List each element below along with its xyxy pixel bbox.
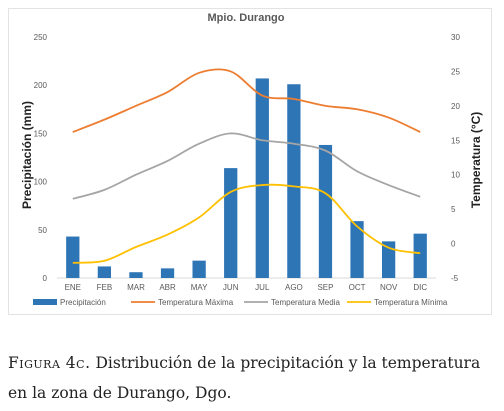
precipitation-bar <box>287 84 301 279</box>
x-tick-label: FEB <box>97 283 113 292</box>
precipitation-bar <box>224 168 238 278</box>
y2-tick-label: 30 <box>451 33 460 42</box>
y2-tick-label: -5 <box>451 274 459 283</box>
legend-temp-max-label: Temperatura Máxima <box>158 298 234 307</box>
y-tick-label: 0 <box>43 274 48 283</box>
legend-temp-min-label: Temperatura Mínima <box>374 298 448 307</box>
x-tick-label: AGO <box>285 283 303 292</box>
x-tick-label: OCT <box>349 283 366 292</box>
y-axis-label: Precipitación (mm) <box>20 101 34 209</box>
caption-text: Distribución de la precipitación y la te… <box>8 354 481 402</box>
x-tick-label: JUL <box>255 283 270 292</box>
y2-tick-label: 0 <box>451 240 456 249</box>
legend: Precipitación Temperatura Máxima Temperatu… <box>33 298 448 307</box>
precipitation-bar <box>318 144 333 278</box>
legend-precipitation-swatch <box>33 299 57 305</box>
precipitation-bar <box>97 266 112 278</box>
legend-temp-mean-label: Temperatura Media <box>271 298 340 307</box>
caption-label: Figura 4c. <box>8 354 91 372</box>
x-tick-label: JUN <box>223 283 239 292</box>
precipitation-bar <box>192 260 206 278</box>
y-tick-label: 100 <box>34 178 48 187</box>
y-tick-label: 200 <box>34 81 48 90</box>
precipitation-bar <box>160 268 175 278</box>
precipitation-bar <box>350 221 364 278</box>
x-tick-label: SEP <box>317 283 333 292</box>
y2-axis-label: Temperatura (°C) <box>469 112 483 209</box>
chart-frame <box>8 8 492 315</box>
temp-max-line <box>72 68 421 133</box>
precipitation-bar <box>413 233 427 278</box>
y2-tick-label: 15 <box>451 136 460 145</box>
x-tick-label: ENE <box>65 283 81 292</box>
precipitation-bar <box>66 236 80 278</box>
chart-title: Mpio. Durango <box>208 12 285 24</box>
precipitation-bar <box>255 78 269 279</box>
x-tick-label: MAY <box>191 283 208 292</box>
plot-area: 0 50 100 150 200 250 -5 0 5 10 15 20 25 30 ENE FEB MAR AB… <box>34 33 461 292</box>
temp-mean-line <box>72 132 421 200</box>
x-tick-label: DIC <box>413 283 427 292</box>
y2-tick-label: 10 <box>451 171 460 180</box>
figure-caption: Figura 4c. Distribución de la precipitac… <box>8 348 500 408</box>
legend-precipitation-label: Precipitación <box>60 298 106 307</box>
y2-tick-label: 25 <box>451 67 460 76</box>
precipitation-bar <box>129 272 143 278</box>
x-tick-label: NOV <box>380 283 398 292</box>
y2-tick-label: 20 <box>451 102 460 111</box>
y-tick-label: 50 <box>38 226 47 235</box>
x-tick-label: ABR <box>159 283 176 292</box>
precipitation-bar <box>381 241 396 278</box>
temp-min-line <box>72 183 421 264</box>
y-tick-label: 150 <box>34 129 48 138</box>
y2-tick-label: 5 <box>451 205 456 214</box>
y-tick-label: 250 <box>34 33 48 42</box>
x-tick-label: MAR <box>127 283 145 292</box>
climate-chart: Mpio. Durango Precipitación (mm) Tempera… <box>20 12 483 307</box>
